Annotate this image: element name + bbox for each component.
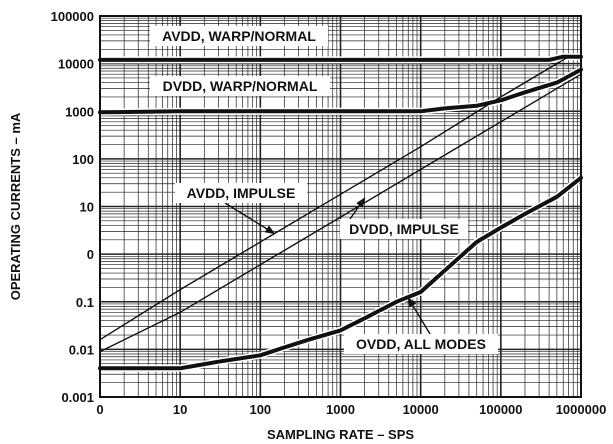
annotation-label: DVDD, IMPULSE bbox=[349, 221, 459, 237]
annotation-background bbox=[340, 219, 468, 239]
series-line-avdd-warp-normal bbox=[98, 54, 583, 62]
series-line-ovdd-all-modes bbox=[98, 175, 583, 371]
annotation-label: AVDD, WARP/NORMAL bbox=[162, 28, 316, 44]
y-tick-label: 10 bbox=[80, 200, 94, 215]
y-tick-labels: 0.001 0.01 0.1 0 10 100 1000 10000 100000 bbox=[51, 9, 94, 405]
y-tick-label: 0.01 bbox=[69, 342, 94, 357]
y-tick-label: 0.001 bbox=[61, 390, 94, 405]
y-tick-label: 100 bbox=[72, 152, 94, 167]
annotation-arrow bbox=[224, 202, 276, 235]
x-tick-label: 1000 bbox=[326, 402, 355, 417]
annotation-arrow bbox=[349, 197, 366, 220]
annotation-label: OVDD, ALL MODES bbox=[356, 336, 486, 352]
series-line-dvdd-impulse bbox=[99, 73, 582, 353]
x-tick-label: 1000000 bbox=[556, 402, 607, 417]
y-tick-label: 0 bbox=[87, 247, 94, 262]
y-tick-label: 10000 bbox=[58, 57, 94, 72]
annotation-label: AVDD, IMPULSE bbox=[187, 185, 296, 201]
annotation-background bbox=[150, 26, 328, 46]
x-tick-label: 100000 bbox=[479, 402, 522, 417]
series-lines bbox=[96, 53, 585, 372]
annotation-background bbox=[150, 76, 330, 96]
annotation-background bbox=[344, 334, 498, 354]
plot-frame bbox=[99, 15, 582, 398]
grid bbox=[99, 16, 581, 398]
series-line-avdd-impulse bbox=[99, 56, 582, 341]
annotation-arrow bbox=[407, 297, 431, 335]
y-tick-label: 1000 bbox=[65, 104, 94, 119]
y-tick-label: 0.1 bbox=[76, 295, 94, 310]
series-line-dvdd-warp-normal bbox=[98, 67, 583, 115]
x-tick-label: 0 bbox=[96, 402, 103, 417]
x-axis-title: SAMPLING RATE – SPS bbox=[267, 427, 414, 442]
x-tick-label: 10000 bbox=[403, 402, 439, 417]
y-axis-title: OPERATING CURRENTS – mA bbox=[8, 112, 23, 300]
x-tick-label: 100 bbox=[249, 402, 271, 417]
series-annotations: AVDD, WARP/NORMAL DVDD, WARP/NORMAL AVDD, … bbox=[150, 26, 498, 354]
x-tick-label: 10 bbox=[173, 402, 187, 417]
annotation-background bbox=[175, 183, 307, 203]
annotation-label: DVDD, WARP/NORMAL bbox=[163, 78, 318, 94]
x-tick-labels: 0 10 100 1000 10000 100000 1000000 bbox=[96, 402, 606, 417]
y-tick-label: 100000 bbox=[51, 9, 94, 24]
